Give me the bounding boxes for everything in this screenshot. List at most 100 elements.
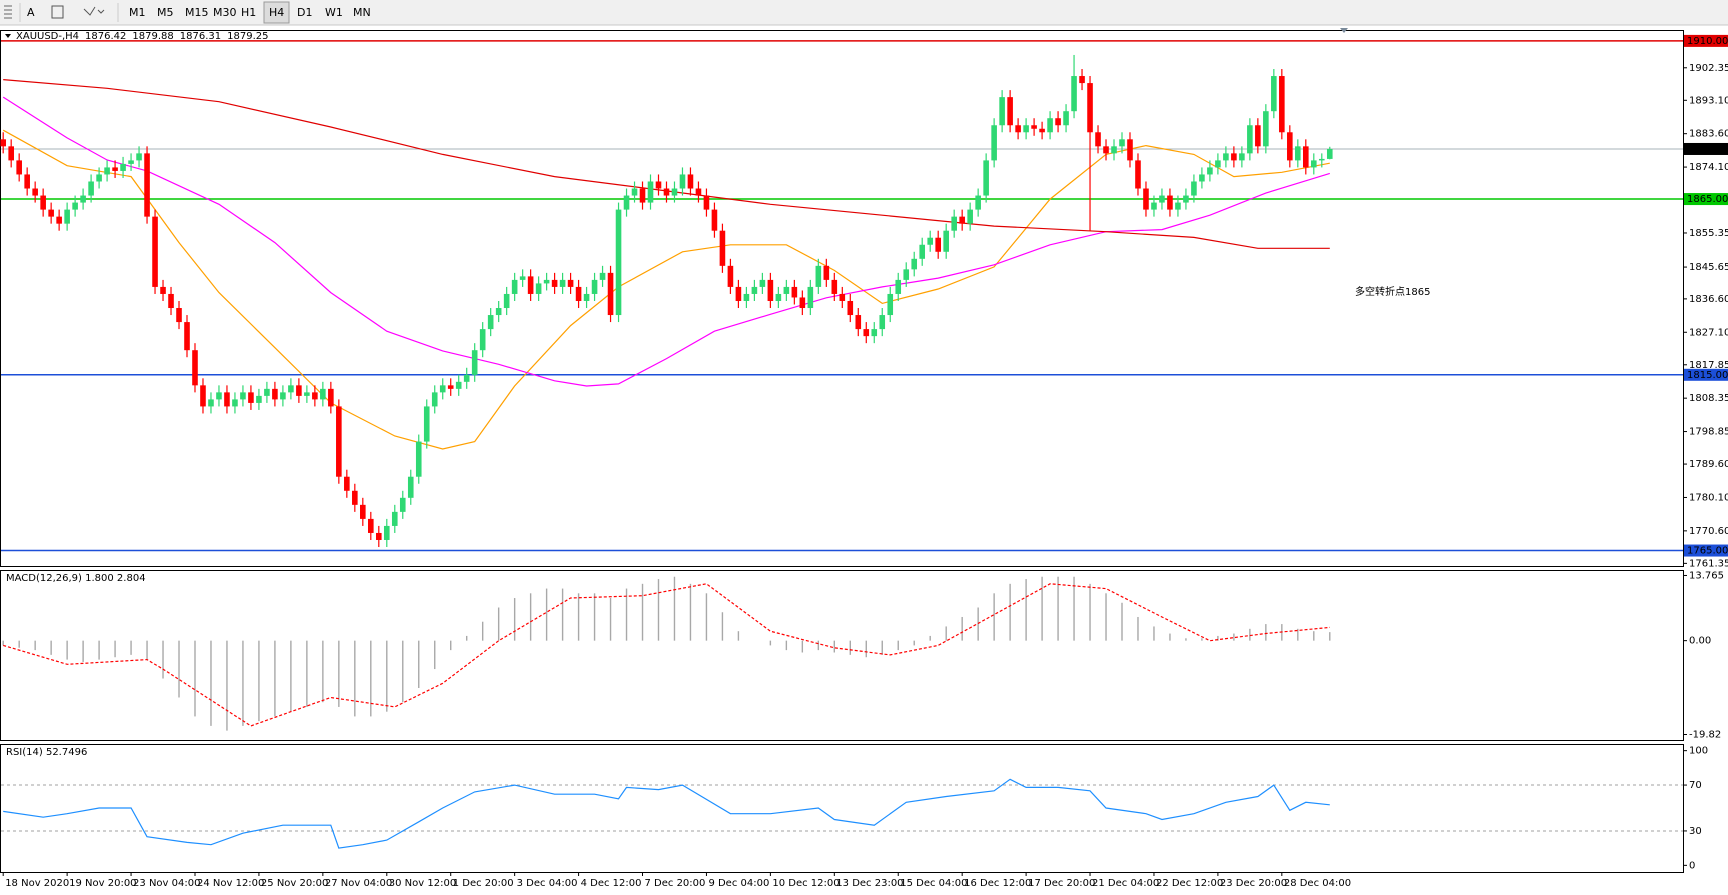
candle-body xyxy=(495,308,502,316)
timeframe-button[interactable]: M5 xyxy=(157,6,174,19)
timeframe-button[interactable]: H1 xyxy=(241,6,256,19)
candle-body xyxy=(32,188,38,196)
candle-body xyxy=(871,329,878,337)
timeframe-button[interactable]: H4 xyxy=(269,6,284,19)
candle-body xyxy=(407,476,414,498)
candle-body xyxy=(216,392,222,400)
x-tick-label: 30 Nov 12:00 xyxy=(389,878,456,889)
candle-body xyxy=(687,174,694,189)
moving-average xyxy=(2,96,1330,387)
candle-body xyxy=(863,329,870,337)
candle-body xyxy=(1287,132,1293,161)
candle-body xyxy=(360,504,366,519)
chart-header: XAUUSD-,H4 1876.42 1879.88 1876.31 1879.25 xyxy=(16,31,268,42)
candle-body xyxy=(543,279,550,284)
timeframe-button[interactable]: M30 xyxy=(213,6,237,19)
x-tick-label: 18 Nov 2020 xyxy=(5,878,69,889)
y-tick-label: 1827.10 xyxy=(1689,327,1728,338)
y-tick-label: 1855.35 xyxy=(1689,228,1728,239)
current-price-label: 1879.25 xyxy=(1687,144,1728,155)
candle-body xyxy=(591,279,598,294)
current-price-label-bg xyxy=(1684,142,1728,155)
candle-body xyxy=(631,188,638,196)
candle-body xyxy=(1239,153,1245,161)
candle-body xyxy=(1263,111,1269,147)
candle-body xyxy=(551,279,558,287)
tool-icon[interactable] xyxy=(4,5,12,19)
candle-body xyxy=(679,174,686,189)
x-tick-label: 27 Nov 04:00 xyxy=(325,878,392,889)
candle-body xyxy=(128,160,134,164)
candle-body xyxy=(88,181,94,196)
candle-body xyxy=(671,188,678,196)
candle-body xyxy=(815,265,822,287)
x-tick-label: 7 Dec 20:00 xyxy=(645,878,706,889)
timeframe-button[interactable]: W1 xyxy=(325,6,343,19)
candle-body xyxy=(336,406,342,477)
candle-body xyxy=(1079,76,1085,84)
candle-body xyxy=(1095,132,1101,147)
timeframe-button[interactable]: D1 xyxy=(297,6,312,19)
candle-body xyxy=(224,392,230,407)
candle-body xyxy=(1310,160,1317,168)
timeframe-button[interactable]: M15 xyxy=(185,6,209,19)
tool-icon[interactable] xyxy=(83,6,105,16)
level-label-bg xyxy=(1684,368,1728,381)
candle-body xyxy=(1015,125,1021,133)
y-tick-label: 1798.85 xyxy=(1689,427,1728,438)
candle-body xyxy=(951,216,957,231)
indicator-title: MACD(12,26,9) 1.800 2.804 xyxy=(6,573,146,584)
candle-body xyxy=(415,441,422,477)
candle-body xyxy=(711,209,718,231)
timeframe-button[interactable]: MN xyxy=(353,6,371,19)
candle-body xyxy=(352,490,358,505)
candle-body xyxy=(935,237,941,252)
candle-body xyxy=(80,195,86,203)
candle-body xyxy=(503,293,510,309)
toolbar: A M1 M5 M15 M30 H1 H4 D1 W1 MN xyxy=(0,0,1728,26)
candle-body xyxy=(807,286,814,309)
candle-body xyxy=(1087,83,1093,133)
candle-body xyxy=(527,276,534,294)
candle-body xyxy=(0,139,6,147)
candle-body xyxy=(887,293,894,316)
rsi-line xyxy=(3,778,1330,849)
candle-body xyxy=(967,209,973,224)
x-tick-label: 15 Dec 04:00 xyxy=(900,878,967,889)
candle-body xyxy=(783,286,790,294)
candle-body xyxy=(232,399,238,407)
active-timeframe-bg xyxy=(263,1,290,24)
x-tick-label: 23 Dec 20:00 xyxy=(1220,878,1287,889)
candle-body xyxy=(575,286,582,301)
candle-body xyxy=(1191,181,1197,196)
tool-text[interactable]: A xyxy=(27,6,35,19)
toolbar-bg xyxy=(0,0,1728,25)
level-label-bg xyxy=(1684,34,1728,47)
candle-body xyxy=(1255,125,1261,147)
x-tick-label: 16 Dec 12:00 xyxy=(964,878,1031,889)
candle-body xyxy=(663,188,670,196)
ohlc-value: 1876.42 xyxy=(85,31,126,42)
timeframe-button[interactable]: M1 xyxy=(129,6,146,19)
candle-body xyxy=(56,216,62,224)
candle-body xyxy=(607,272,614,316)
signal-line xyxy=(3,583,1330,727)
candle-body xyxy=(136,153,142,161)
tool-icon[interactable] xyxy=(51,5,64,19)
candle-body xyxy=(1071,76,1077,112)
candle-body xyxy=(256,395,262,403)
candle-body xyxy=(8,146,14,161)
candle-body xyxy=(1119,139,1125,147)
candle-body xyxy=(144,153,150,217)
candle-body xyxy=(1175,202,1181,210)
candle-body xyxy=(831,279,838,294)
candle-body xyxy=(104,167,110,175)
candle-body xyxy=(383,525,390,540)
candle-body xyxy=(1207,167,1213,175)
annotation: 多空转折点1865 xyxy=(1355,285,1430,298)
candle-body xyxy=(176,308,182,323)
candle-body xyxy=(1039,128,1045,133)
level-label-bg xyxy=(1684,544,1728,557)
